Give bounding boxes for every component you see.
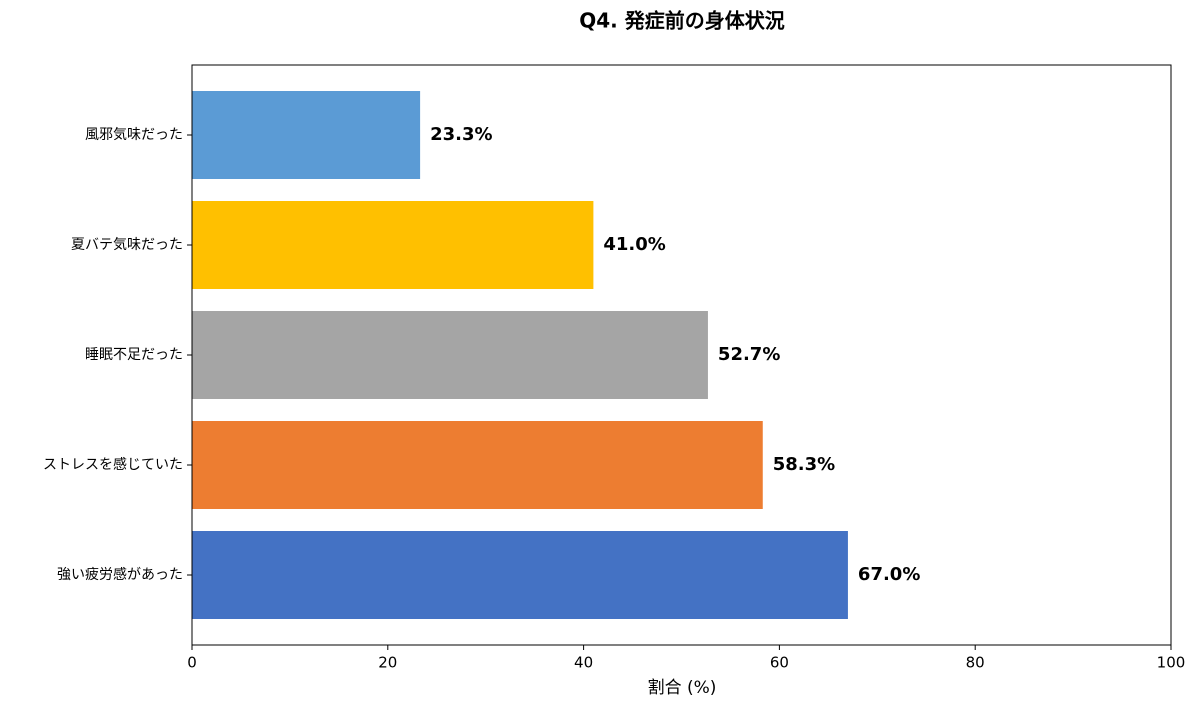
bar — [192, 531, 848, 619]
value-label: 23.3% — [430, 124, 492, 145]
bar — [192, 311, 708, 399]
bar — [192, 91, 421, 179]
x-tick-label: 60 — [770, 654, 789, 672]
y-tick-label: 強い疲労感があった — [57, 566, 183, 583]
value-label: 52.7% — [718, 344, 780, 365]
x-axis-label: 割合 (%) — [648, 678, 717, 698]
x-tick-label: 20 — [378, 654, 397, 672]
chart-title: Q4. 発症前の身体状況 — [579, 9, 784, 33]
y-tick-label: ストレスを感じていた — [43, 456, 183, 473]
y-tick-label: 夏バテ気味だった — [71, 237, 183, 253]
x-tick-label: 0 — [187, 654, 197, 672]
value-label: 58.3% — [773, 454, 835, 475]
x-tick-label: 40 — [574, 654, 593, 672]
plot-frame — [191, 64, 1172, 646]
bar — [192, 201, 594, 289]
value-label: 41.0% — [603, 234, 665, 255]
x-tick-label: 80 — [966, 654, 985, 672]
y-tick-label: 風邪気味だった — [85, 127, 183, 143]
bar — [192, 421, 763, 509]
y-tick-label: 睡眠不足だった — [85, 347, 183, 363]
x-tick-label: 100 — [1157, 654, 1186, 672]
value-label: 67.0% — [858, 564, 920, 585]
